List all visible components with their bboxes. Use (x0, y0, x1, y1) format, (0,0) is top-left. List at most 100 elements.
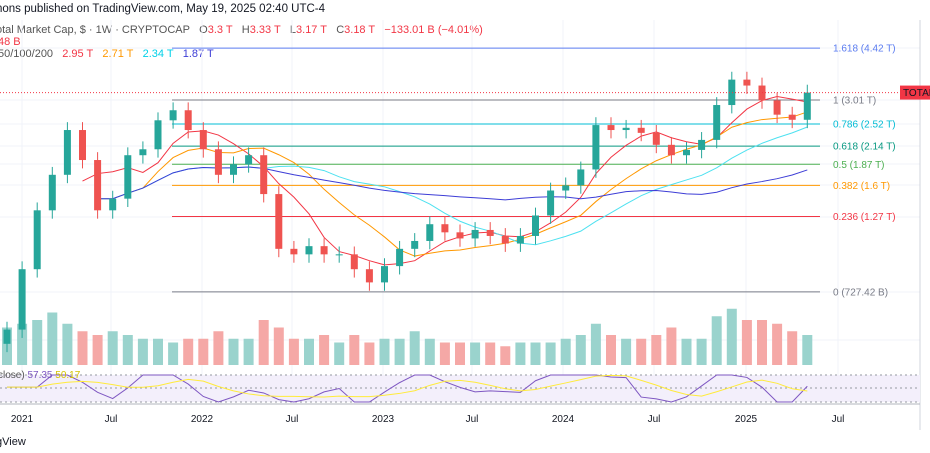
open-label: O (199, 24, 208, 36)
candle (320, 246, 328, 255)
low-value: 3.17 T (296, 24, 328, 36)
close-label: C (336, 24, 345, 36)
x-tick-label: Jul (832, 414, 845, 425)
candle (592, 125, 600, 170)
volume-bar (183, 338, 194, 365)
candle (260, 155, 268, 195)
rsi-ma-value: 50.17 (55, 370, 81, 381)
ma50-value: 2.95 T (62, 48, 94, 60)
volume-bar (409, 331, 420, 365)
candle (139, 149, 147, 156)
candle (305, 246, 313, 255)
volume-bar (741, 320, 752, 365)
volume-bar (681, 338, 692, 365)
candle (335, 254, 343, 256)
published-caption: nons published on TradingView.com, May 1… (0, 3, 326, 15)
volume-bar (77, 331, 88, 365)
ma-extra-value: 1.87 T (182, 48, 214, 60)
x-tick-label: Jul (466, 414, 479, 425)
volume-bar (17, 323, 28, 365)
fib-label: 0.786 (2.52 T) (833, 119, 896, 130)
volume-bar (711, 316, 722, 365)
volume-bar (636, 338, 647, 365)
candle (577, 169, 585, 186)
volume-bar (273, 327, 284, 365)
candle (803, 92, 811, 120)
volume-bar (530, 342, 541, 365)
x-tick-label: 2024 (552, 414, 575, 425)
x-tick-label: 2025 (735, 414, 758, 425)
volume-bar (168, 342, 179, 365)
volume-bar (757, 320, 767, 365)
candle (396, 248, 404, 267)
volume-bar (787, 331, 798, 365)
volume-bar (394, 338, 405, 365)
close-value: 3.18 T (344, 24, 376, 36)
symbol-name: otal Market Cap, $ · 1W · CRYPTOCAP (0, 24, 190, 36)
candle (532, 215, 539, 236)
candle (350, 254, 358, 270)
candle (411, 240, 419, 249)
volume-bar (304, 338, 314, 365)
volume-bar (258, 320, 269, 365)
volume-bar (364, 342, 375, 365)
volume-bar (349, 335, 360, 365)
ma-legend: 50/100/200 2.95 T 2.71 T 2.34 T 1.87 T (0, 48, 214, 60)
candle (63, 130, 71, 175)
candle (3, 329, 11, 344)
candle (501, 235, 509, 244)
ma200-value: 2.34 T (142, 48, 174, 60)
volume-bar (470, 342, 481, 365)
candle (365, 269, 373, 283)
x-tick-label: 2022 (191, 414, 214, 425)
candle (622, 127, 630, 131)
candle (441, 224, 449, 233)
candle (184, 110, 192, 131)
candle (33, 210, 41, 270)
candle (516, 235, 524, 244)
moving-average-line (97, 166, 808, 201)
volume-bar (379, 338, 390, 365)
rsi-line (7, 374, 808, 403)
open-value: 3.3 T (207, 24, 233, 36)
candle (456, 232, 464, 239)
volume-bar (560, 338, 571, 365)
volume-bar (424, 338, 435, 365)
volume-bar (198, 338, 209, 365)
candle (109, 198, 117, 211)
x-tick-label: 2021 (11, 414, 34, 425)
candle (486, 229, 494, 236)
candle (245, 155, 253, 165)
candle (169, 110, 177, 121)
candle (230, 164, 237, 175)
candle (290, 248, 298, 255)
volume-bar (228, 338, 239, 365)
volume-bar (47, 312, 58, 365)
volume-bar (439, 342, 450, 365)
fib-label: 1 (3.01 T) (833, 96, 876, 107)
tradingview-footer: gView (0, 436, 26, 448)
candle (637, 127, 645, 133)
volume-bar (590, 323, 601, 365)
volume-bar (500, 346, 511, 365)
candle (79, 130, 86, 161)
rsi-legend: close) 57.35 50.17 (0, 370, 80, 381)
candle (154, 120, 162, 150)
candle (199, 130, 207, 150)
candle (713, 105, 721, 140)
volume-bar (606, 335, 616, 365)
fib-label: 0.5 (1.87 T) (833, 160, 885, 171)
candle (214, 149, 222, 175)
x-tick-label: Jul (286, 414, 299, 425)
fib-label: 0.618 (2.14 T) (833, 142, 896, 153)
volume-bar (137, 338, 148, 365)
ma-label: 50/100/200 (0, 48, 54, 60)
candle (788, 114, 796, 120)
symbol-legend: otal Market Cap, $ · 1W · CRYPTOCAP O3.3… (0, 24, 483, 36)
volume-bar (515, 342, 526, 365)
ma100-value: 2.71 T (102, 48, 134, 60)
candle (607, 125, 615, 131)
x-tick-label: 2023 (372, 414, 395, 425)
fib-label: 0.382 (1.6 T) (833, 181, 890, 192)
